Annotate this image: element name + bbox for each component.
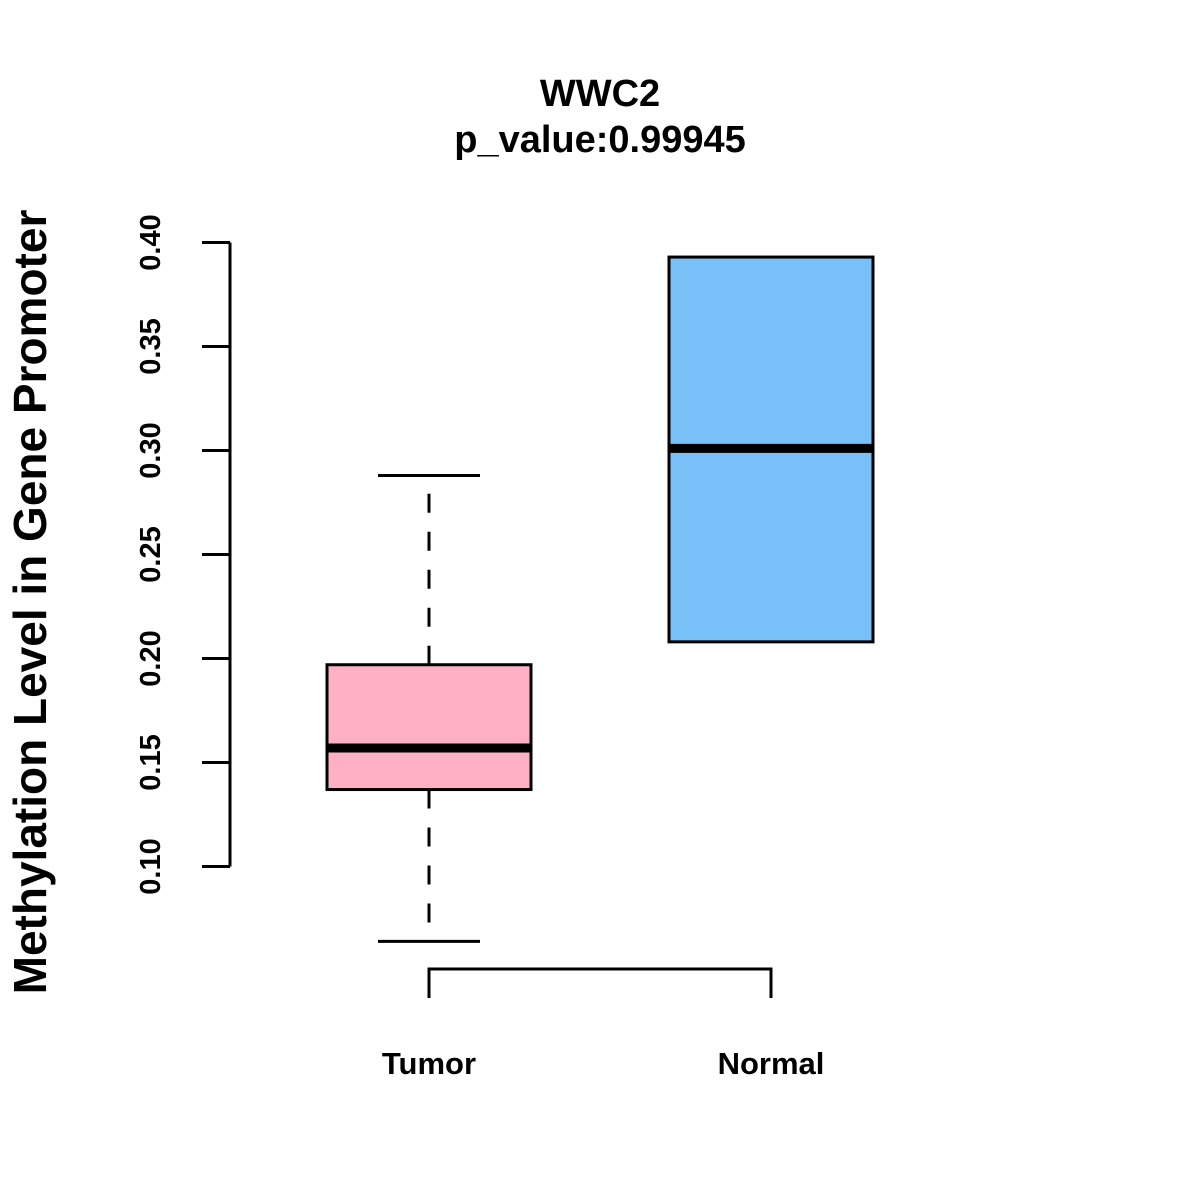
- y-axis: 0.10 0.15 0.20 0.25 0.30 0.35 0.40: [135, 214, 232, 895]
- x-category-label: Tumor: [382, 1046, 476, 1081]
- group-bracket: [427, 967, 773, 998]
- y-tick-label: 0.30: [135, 422, 167, 478]
- y-tick-label: 0.35: [135, 318, 167, 374]
- boxes-group: [325, 255, 875, 943]
- y-tick-label: 0.25: [135, 526, 167, 582]
- bracket-line: [427, 967, 773, 998]
- y-tick-label: 0.15: [135, 734, 167, 790]
- box-normal: [667, 255, 875, 644]
- y-tick-label: 0.40: [135, 214, 167, 270]
- y-tick-label: 0.10: [135, 838, 167, 894]
- box-tumor: [325, 473, 533, 943]
- x-category-label: Normal: [718, 1046, 825, 1081]
- chart-subtitle: p_value:0.99945: [454, 119, 746, 161]
- y-axis-label: Methylation Level in Gene Promoter: [4, 210, 56, 995]
- x-axis-labels: Tumor Normal: [382, 1046, 824, 1081]
- y-tick-label: 0.20: [135, 630, 167, 686]
- box-iqr: [325, 663, 533, 792]
- chart-title: WWC2: [540, 73, 660, 115]
